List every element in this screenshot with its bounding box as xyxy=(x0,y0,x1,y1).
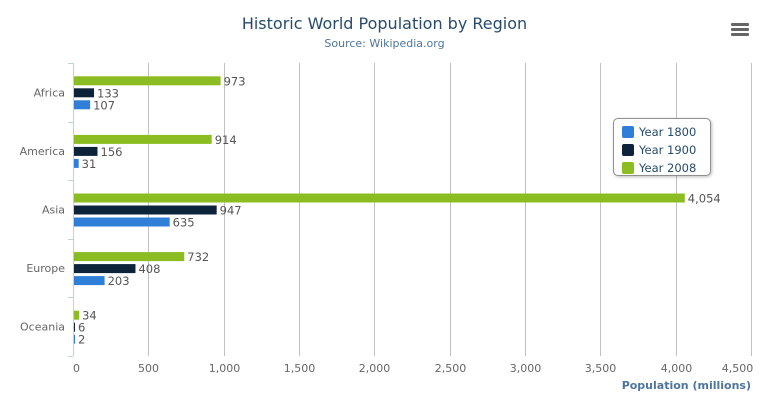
x-tick-label: 1,500 xyxy=(284,362,316,375)
legend-swatch xyxy=(622,126,634,138)
bar-year-1800 xyxy=(74,276,105,286)
legend-label: Year 1800 xyxy=(639,125,697,139)
data-label: 203 xyxy=(108,274,130,288)
x-tick-label: 4,000 xyxy=(661,362,693,375)
legend-swatch xyxy=(622,162,634,174)
data-label: 914 xyxy=(215,133,237,147)
legend-label: Year 1900 xyxy=(639,143,697,157)
bar-year-1900 xyxy=(74,264,136,274)
hamburger-icon[interactable] xyxy=(731,23,749,37)
legend-item[interactable]: Year 2008 xyxy=(622,160,710,176)
data-label: 408 xyxy=(138,262,160,276)
bar-year-1900 xyxy=(74,88,95,98)
x-tick-label: 1,000 xyxy=(209,362,241,375)
legend: Year 1800 Year 1900 Year 2008 xyxy=(613,118,711,176)
bar-year-2008 xyxy=(74,134,212,144)
data-label: 34 xyxy=(82,309,97,323)
x-tick-label: 3,500 xyxy=(585,362,617,375)
data-label: 31 xyxy=(82,157,97,171)
bar-year-2008 xyxy=(74,193,685,203)
x-tick-label: 0 xyxy=(73,362,80,375)
bar-year-1900 xyxy=(74,146,98,156)
bar-year-2008 xyxy=(74,76,221,86)
bar-year-1800 xyxy=(74,100,91,110)
axis-title: Population (millions) xyxy=(622,379,751,392)
category-label: Africa xyxy=(34,86,65,99)
legend-item[interactable]: Year 1800 xyxy=(622,124,710,140)
x-tick-label: 2,000 xyxy=(359,362,391,375)
bar-year-1900 xyxy=(74,322,75,332)
bar-year-1900 xyxy=(74,205,217,215)
data-label: 133 xyxy=(97,86,119,100)
legend-item[interactable]: Year 1900 xyxy=(622,142,710,158)
data-label: 973 xyxy=(224,74,246,88)
data-label: 947 xyxy=(220,204,242,218)
category-label: Oceania xyxy=(20,321,65,334)
data-label: 635 xyxy=(173,216,195,230)
x-tick-label: 3,000 xyxy=(510,362,542,375)
bar-year-2008 xyxy=(74,310,80,320)
data-label: 732 xyxy=(187,250,209,264)
category-label: Europe xyxy=(26,262,65,275)
data-label: 4,054 xyxy=(688,192,721,206)
bar-year-1800 xyxy=(74,158,79,168)
data-label: 107 xyxy=(93,98,115,112)
category-label: Asia xyxy=(42,204,65,217)
x-tick-label: 4,500 xyxy=(722,362,754,375)
data-label: 6 xyxy=(78,321,85,335)
bar-year-1800 xyxy=(74,334,75,344)
data-label: 156 xyxy=(101,145,123,159)
chart-title: Historic World Population by Region xyxy=(241,14,528,33)
x-tick-label: 500 xyxy=(138,362,159,375)
x-tick-label: 2,500 xyxy=(435,362,467,375)
legend-swatch xyxy=(622,144,634,156)
data-label: 2 xyxy=(78,333,85,347)
legend-label: Year 2008 xyxy=(639,161,697,175)
bar-year-2008 xyxy=(74,252,185,262)
category-label: America xyxy=(20,145,65,158)
bar-year-1800 xyxy=(74,217,170,227)
chart-subtitle: Source: Wikipedia.org xyxy=(324,37,445,50)
